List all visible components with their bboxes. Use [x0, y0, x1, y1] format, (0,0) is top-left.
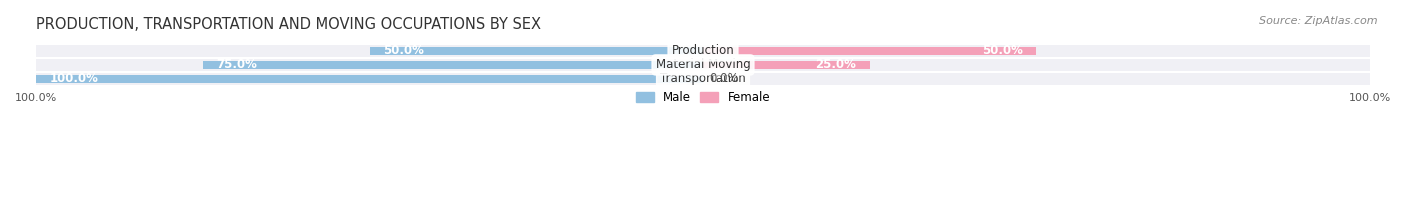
Bar	[37, 45, 1369, 57]
Bar	[37, 75, 703, 83]
Bar	[370, 47, 703, 55]
Text: Material Moving: Material Moving	[655, 59, 751, 72]
Text: 100.0%: 100.0%	[49, 72, 98, 85]
Bar	[202, 61, 703, 69]
Bar	[37, 73, 1369, 85]
Text: 75.0%: 75.0%	[217, 59, 257, 72]
Text: Source: ZipAtlas.com: Source: ZipAtlas.com	[1260, 16, 1378, 26]
Text: Production: Production	[672, 45, 734, 58]
Text: 50.0%: 50.0%	[983, 45, 1024, 58]
Text: PRODUCTION, TRANSPORTATION AND MOVING OCCUPATIONS BY SEX: PRODUCTION, TRANSPORTATION AND MOVING OC…	[37, 17, 541, 32]
Bar	[703, 47, 1036, 55]
Text: 50.0%: 50.0%	[382, 45, 423, 58]
Bar	[37, 59, 1369, 71]
Text: 25.0%: 25.0%	[815, 59, 856, 72]
Text: Transportation: Transportation	[661, 72, 745, 85]
Legend: Male, Female: Male, Female	[631, 86, 775, 109]
Bar	[703, 61, 870, 69]
Text: 0.0%: 0.0%	[710, 72, 740, 85]
